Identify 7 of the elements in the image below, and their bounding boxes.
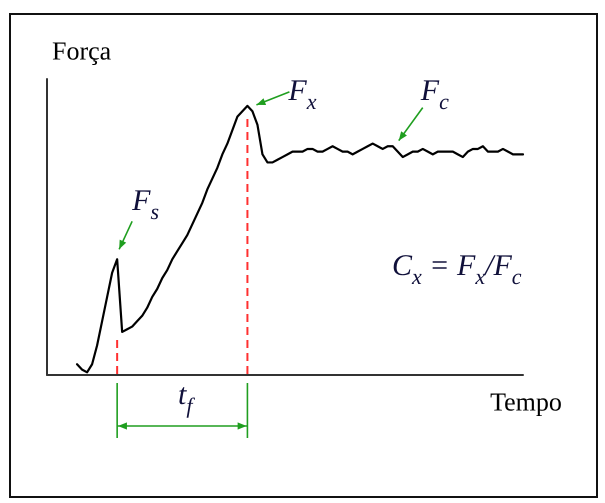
y-axis-title: Força [52,36,112,66]
annotation: F$_{c}$ [420,74,449,114]
annotation: C$_{x}$ = F$_{x}$/F$_{c}$ [392,249,522,290]
text: t$_{f}$ [178,378,193,418]
annotation: F$_{x}$ [288,74,316,114]
annotation: F$_{s}$ [132,184,160,225]
x-axis-title: Tempo [490,388,562,416]
